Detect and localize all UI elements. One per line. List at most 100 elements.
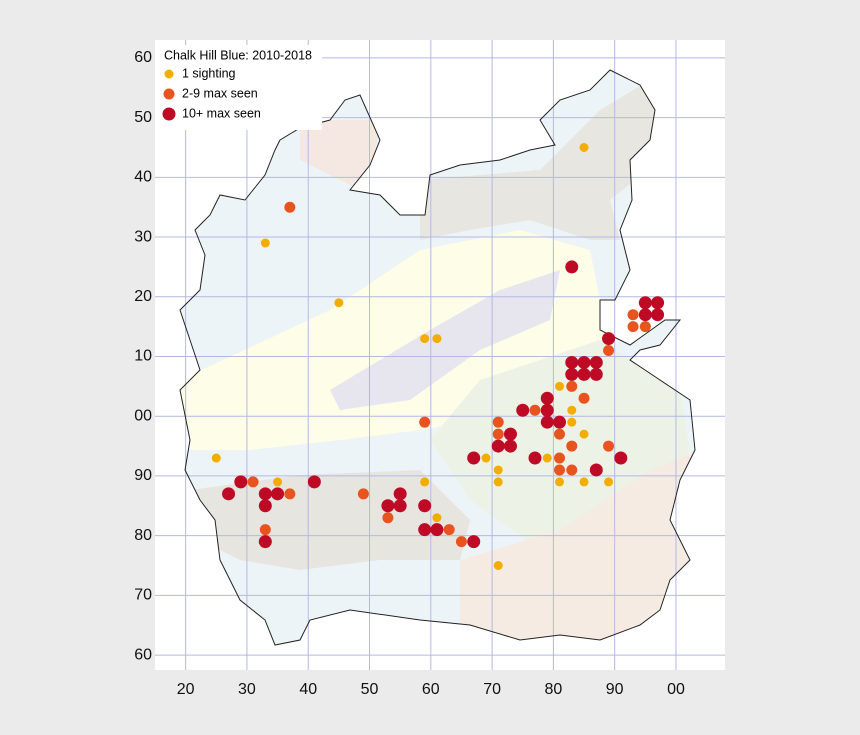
y-tick-label: 50 <box>134 109 152 126</box>
dot <box>589 367 603 381</box>
zone-gray <box>420 80 660 240</box>
dot <box>639 321 651 333</box>
dot <box>271 487 285 501</box>
dot <box>393 487 407 501</box>
dot <box>614 451 628 465</box>
zone-lilac <box>330 270 560 410</box>
dot <box>566 440 578 452</box>
dot <box>540 415 554 429</box>
y-tick-label: 30 <box>134 228 152 245</box>
dot <box>565 260 579 274</box>
dot <box>420 477 430 487</box>
dot <box>418 499 432 513</box>
dot <box>627 309 639 321</box>
dot <box>247 476 259 488</box>
dot <box>578 392 590 404</box>
dot <box>432 513 442 523</box>
zone-pink <box>300 120 380 195</box>
zone-pink-south <box>460 450 695 640</box>
legend-marker <box>163 88 175 100</box>
x-tick-label: 30 <box>238 681 256 698</box>
dot <box>651 296 665 310</box>
dot <box>260 238 270 248</box>
dot <box>567 417 577 427</box>
legend-marker <box>162 107 176 121</box>
x-tick-label: 20 <box>177 681 195 698</box>
dot <box>589 463 603 477</box>
dot <box>467 451 481 465</box>
dot <box>540 403 554 417</box>
dot <box>554 452 566 464</box>
dot <box>603 345 615 357</box>
dot <box>566 380 578 392</box>
legend-items: 1 sighting 2-9 max seen 10+ max seen <box>162 66 261 121</box>
dot <box>491 439 505 453</box>
dot <box>528 451 542 465</box>
dot <box>503 439 517 453</box>
dot <box>567 405 577 415</box>
dot <box>554 464 566 476</box>
x-tick-label: 80 <box>544 681 562 698</box>
zone-gray-south <box>190 470 470 570</box>
dot <box>284 201 296 213</box>
dot <box>492 416 504 428</box>
x-tick-label: 90 <box>606 681 624 698</box>
dot <box>529 404 541 416</box>
y-tick-label: 60 <box>134 646 152 663</box>
dot <box>432 334 442 344</box>
legend-label: 1 sighting <box>182 66 236 80</box>
dot <box>393 499 407 513</box>
x-tick-label: 70 <box>483 681 501 698</box>
dot <box>443 524 455 536</box>
dot <box>577 355 591 369</box>
dot <box>553 415 567 429</box>
dot <box>334 298 344 308</box>
dot <box>455 536 467 548</box>
x-tick-label: 60 <box>422 681 440 698</box>
legend-label: 2-9 max seen <box>182 86 258 100</box>
dot <box>258 487 272 501</box>
y-tick-label: 10 <box>134 348 152 365</box>
dot <box>603 440 615 452</box>
dot <box>566 464 578 476</box>
dot <box>542 453 552 463</box>
dot <box>638 296 652 310</box>
dot <box>467 535 481 549</box>
dot <box>555 381 565 391</box>
legend-marker <box>164 69 174 79</box>
dot <box>516 403 530 417</box>
dot <box>493 465 503 475</box>
dot <box>493 477 503 487</box>
dot <box>418 523 432 537</box>
y-tick-label: 60 <box>134 49 152 66</box>
dot <box>565 367 579 381</box>
dot <box>579 142 589 152</box>
dot <box>430 523 444 537</box>
dot <box>382 512 394 524</box>
dot <box>259 524 271 536</box>
dot <box>284 488 296 500</box>
dot <box>540 391 554 405</box>
dot <box>273 477 283 487</box>
dot <box>602 332 616 346</box>
dot <box>589 355 603 369</box>
dot <box>481 453 491 463</box>
dot <box>638 308 652 322</box>
y-tick-label: 90 <box>134 467 152 484</box>
dot <box>307 475 321 489</box>
dot <box>258 535 272 549</box>
dot <box>493 560 503 570</box>
y-tick-label: 40 <box>134 169 152 186</box>
dot <box>420 334 430 344</box>
legend: Chalk Hill Blue: 2010-2018 1 sighting 2-9… <box>155 45 322 130</box>
dot <box>579 429 589 439</box>
dot <box>627 321 639 333</box>
legend-title: Chalk Hill Blue: 2010-2018 <box>164 48 312 62</box>
dot <box>211 453 221 463</box>
x-tick-label: 40 <box>299 681 317 698</box>
dot <box>381 499 395 513</box>
dot <box>258 499 272 513</box>
dot <box>222 487 236 501</box>
